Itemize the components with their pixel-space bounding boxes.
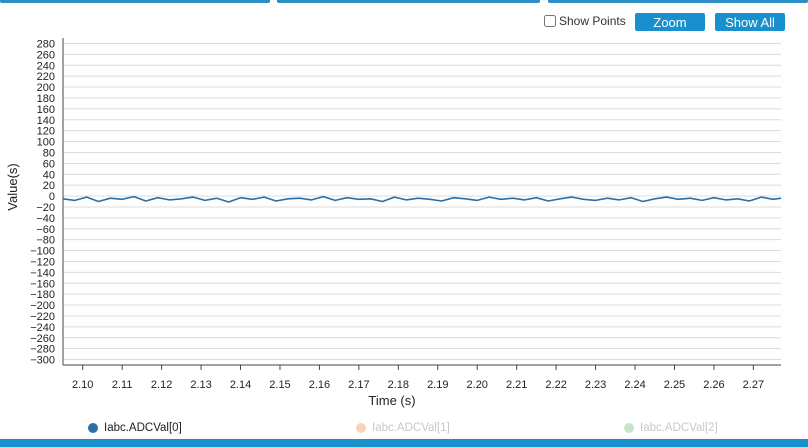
legend-dot-icon [88, 423, 98, 433]
line-chart[interactable]: 280260240220200180160140120100806040200−… [0, 0, 808, 420]
top-tab-3[interactable] [548, 0, 808, 3]
legend-label: Iabc.ADCVal[1] [372, 422, 450, 434]
legend-item-series-2[interactable]: Iabc.ADCVal[2] [624, 422, 718, 434]
y-tick-label: −280 [30, 344, 55, 356]
x-tick-label: 2.12 [151, 379, 172, 391]
x-axis-label: Time (s) [368, 393, 415, 408]
y-tick-label: −160 [30, 278, 55, 290]
bottom-bar [0, 439, 808, 447]
legend-dot-icon [624, 423, 634, 433]
y-tick-label: −200 [30, 300, 55, 312]
y-tick-label: −60 [36, 224, 55, 236]
legend-item-series-0[interactable]: Iabc.ADCVal[0] [88, 422, 182, 434]
legend-item-series-1[interactable]: Iabc.ADCVal[1] [356, 422, 450, 434]
show-points-checkbox[interactable] [544, 15, 556, 27]
y-tick-label: −100 [30, 246, 55, 258]
x-tick-label: 2.13 [190, 379, 211, 391]
y-tick-label: −240 [30, 322, 55, 334]
y-tick-label: 80 [43, 147, 55, 159]
y-tick-label: 220 [37, 71, 55, 83]
y-tick-label: −180 [30, 289, 55, 301]
x-tick-label: 2.19 [427, 379, 448, 391]
legend-label: Iabc.ADCVal[0] [104, 422, 182, 434]
y-axis-label: Value(s) [5, 163, 20, 210]
x-tick-label: 2.14 [230, 379, 251, 391]
x-tick-label: 2.26 [703, 379, 724, 391]
show-points-label: Show Points [559, 14, 626, 28]
y-tick-label: 100 [37, 137, 55, 149]
x-tick-label: 2.23 [585, 379, 606, 391]
chart-controls: Show Points Zoom Show All [0, 12, 808, 34]
y-tick-label: 120 [37, 126, 55, 138]
x-tick-label: 2.11 [112, 379, 133, 391]
y-tick-label: 0 [49, 191, 55, 203]
x-tick-label: 2.15 [269, 379, 290, 391]
x-tick-label: 2.18 [388, 379, 409, 391]
y-tick-label: 180 [37, 93, 55, 105]
y-tick-label: 40 [43, 169, 55, 181]
y-tick-label: 140 [37, 115, 55, 127]
y-tick-labels: 280260240220200180160140120100806040200−… [30, 38, 55, 366]
y-tick-label: 160 [37, 104, 55, 116]
y-tick-label: 260 [37, 49, 55, 61]
x-tick-label: 2.17 [348, 379, 369, 391]
y-tick-label: −40 [36, 213, 55, 225]
legend-label: Iabc.ADCVal[2] [640, 422, 718, 434]
show-all-button[interactable]: Show All [715, 13, 785, 31]
x-tick-label: 2.25 [664, 379, 685, 391]
grid-lines [63, 42, 781, 361]
series-lines [62, 195, 782, 203]
top-tab-2[interactable] [277, 0, 540, 3]
axes [62, 38, 781, 370]
x-tick-label: 2.20 [467, 379, 488, 391]
x-tick-label: 2.22 [545, 379, 566, 391]
y-tick-label: −220 [30, 311, 55, 323]
y-tick-label: 60 [43, 158, 55, 170]
x-tick-label: 2.24 [624, 379, 645, 391]
x-tick-label: 2.21 [506, 379, 527, 391]
legend-dot-icon [356, 423, 366, 433]
y-tick-label: −20 [36, 202, 55, 214]
series-line-0[interactable] [62, 195, 782, 203]
y-tick-label: −260 [30, 333, 55, 345]
x-tick-label: 2.27 [743, 379, 764, 391]
y-tick-label: −80 [36, 235, 55, 247]
y-tick-label: −300 [30, 355, 55, 367]
y-tick-label: −140 [30, 267, 55, 279]
y-tick-label: 280 [37, 38, 55, 50]
y-tick-label: 20 [43, 180, 55, 192]
y-tick-label: −120 [30, 256, 55, 268]
zoom-button[interactable]: Zoom [635, 13, 705, 31]
show-points-toggle[interactable]: Show Points [544, 14, 626, 28]
x-tick-label: 2.10 [72, 379, 93, 391]
y-tick-label: 240 [37, 60, 55, 72]
x-tick-labels: 2.10 2.11 2.12 2.13 2.14 2.15 2.16 2.17 2.18 2.19… [72, 379, 764, 391]
y-tick-label: 200 [37, 82, 55, 94]
legend: Iabc.ADCVal[0] Iabc.ADCVal[1] Iabc.ADCVa… [0, 422, 808, 438]
top-tab-1[interactable] [0, 0, 270, 3]
x-tick-label: 2.16 [309, 379, 330, 391]
